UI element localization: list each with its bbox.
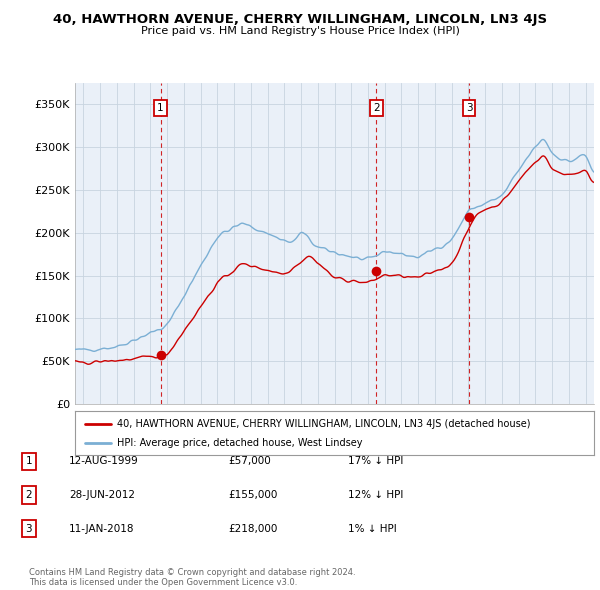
Text: 28-JUN-2012: 28-JUN-2012: [69, 490, 135, 500]
Text: 2: 2: [373, 103, 380, 113]
Text: 40, HAWTHORN AVENUE, CHERRY WILLINGHAM, LINCOLN, LN3 4JS (detached house): 40, HAWTHORN AVENUE, CHERRY WILLINGHAM, …: [116, 419, 530, 428]
Text: Contains HM Land Registry data © Crown copyright and database right 2024.
This d: Contains HM Land Registry data © Crown c…: [29, 568, 355, 587]
Text: 1% ↓ HPI: 1% ↓ HPI: [348, 524, 397, 533]
Text: 17% ↓ HPI: 17% ↓ HPI: [348, 457, 403, 466]
Text: 1: 1: [157, 103, 164, 113]
Text: 12-AUG-1999: 12-AUG-1999: [69, 457, 139, 466]
Text: 40, HAWTHORN AVENUE, CHERRY WILLINGHAM, LINCOLN, LN3 4JS: 40, HAWTHORN AVENUE, CHERRY WILLINGHAM, …: [53, 13, 547, 26]
Text: 3: 3: [466, 103, 472, 113]
Text: 2: 2: [25, 490, 32, 500]
Text: 3: 3: [25, 524, 32, 533]
Text: HPI: Average price, detached house, West Lindsey: HPI: Average price, detached house, West…: [116, 438, 362, 448]
Text: 1: 1: [25, 457, 32, 466]
Text: Price paid vs. HM Land Registry's House Price Index (HPI): Price paid vs. HM Land Registry's House …: [140, 26, 460, 36]
Text: 12% ↓ HPI: 12% ↓ HPI: [348, 490, 403, 500]
Text: £57,000: £57,000: [228, 457, 271, 466]
Text: £155,000: £155,000: [228, 490, 277, 500]
Text: 11-JAN-2018: 11-JAN-2018: [69, 524, 134, 533]
Text: £218,000: £218,000: [228, 524, 277, 533]
